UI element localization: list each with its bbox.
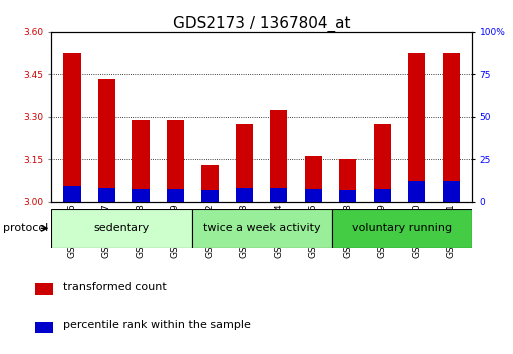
Bar	[305, 189, 322, 202]
Bar	[35, 321, 53, 333]
Bar	[305, 156, 322, 202]
Bar	[236, 124, 253, 202]
Bar	[64, 186, 81, 202]
Bar	[339, 190, 357, 202]
Bar	[98, 188, 115, 202]
Bar	[191, 209, 332, 248]
Bar	[270, 188, 287, 202]
Bar	[167, 189, 184, 202]
Text: sedentary: sedentary	[93, 223, 149, 233]
Bar	[201, 190, 219, 202]
Bar	[64, 53, 81, 202]
Bar	[236, 188, 253, 202]
Bar	[270, 110, 287, 202]
Bar	[167, 120, 184, 202]
Bar	[339, 159, 357, 202]
Title: GDS2173 / 1367804_at: GDS2173 / 1367804_at	[173, 16, 350, 32]
Bar	[98, 79, 115, 202]
Bar	[373, 189, 391, 202]
Bar	[132, 189, 150, 202]
Text: percentile rank within the sample: percentile rank within the sample	[63, 320, 250, 330]
Bar	[408, 181, 425, 202]
Bar	[373, 124, 391, 202]
Bar	[443, 181, 460, 202]
Bar	[35, 283, 53, 295]
Text: protocol: protocol	[3, 223, 48, 233]
Text: transformed count: transformed count	[63, 282, 166, 292]
Bar	[443, 53, 460, 202]
Text: voluntary running: voluntary running	[352, 223, 452, 233]
Bar	[132, 120, 150, 202]
Bar	[51, 209, 191, 248]
Text: twice a week activity: twice a week activity	[203, 223, 321, 233]
Bar	[332, 209, 472, 248]
Bar	[408, 53, 425, 202]
Bar	[201, 165, 219, 202]
